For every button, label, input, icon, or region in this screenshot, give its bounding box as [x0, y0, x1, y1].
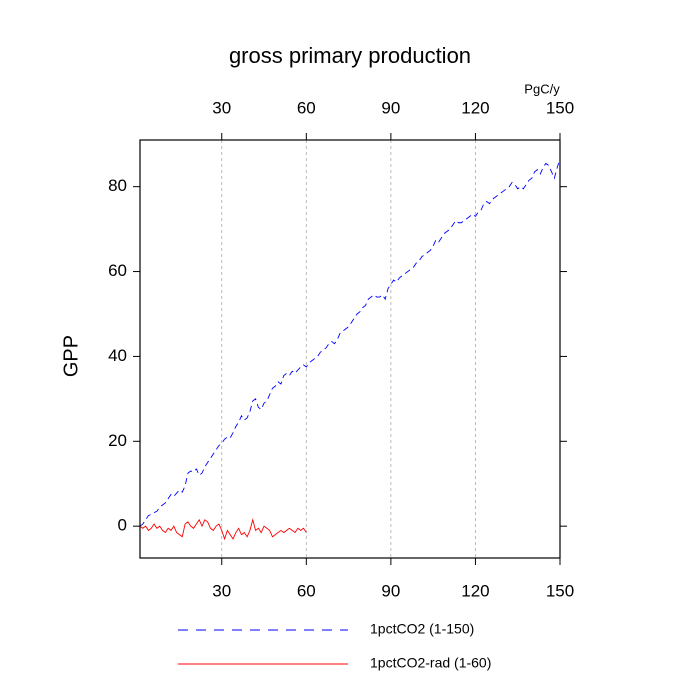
legend-label: 1pctCO2 (1-150)	[370, 621, 474, 637]
series-line	[139, 158, 561, 527]
x-tick-label: 60	[297, 581, 316, 600]
x2-tick-label: 30	[212, 98, 231, 117]
x2-axis-label: PgC/y	[524, 81, 560, 96]
x2-tick-label: 120	[461, 98, 489, 117]
y-axis-label: GPP	[60, 335, 82, 377]
chart-title: gross primary production	[229, 43, 471, 68]
y-tick-label: 20	[108, 431, 127, 450]
x-tick-label: 30	[212, 581, 231, 600]
series-line	[139, 518, 307, 541]
x-tick-label: 120	[461, 581, 489, 600]
y-tick-label: 0	[118, 516, 127, 535]
legend-label: 1pctCO2-rad (1-60)	[370, 655, 491, 671]
y-tick-label: 80	[108, 176, 127, 195]
x-tick-label: 150	[546, 581, 574, 600]
x2-tick-label: 150	[546, 98, 574, 117]
y-tick-label: 60	[108, 261, 127, 280]
x2-tick-label: 90	[381, 98, 400, 117]
x2-tick-label: 60	[297, 98, 316, 117]
plot-frame	[139, 139, 561, 559]
x-tick-label: 90	[381, 581, 400, 600]
y-tick-label: 40	[108, 346, 127, 365]
